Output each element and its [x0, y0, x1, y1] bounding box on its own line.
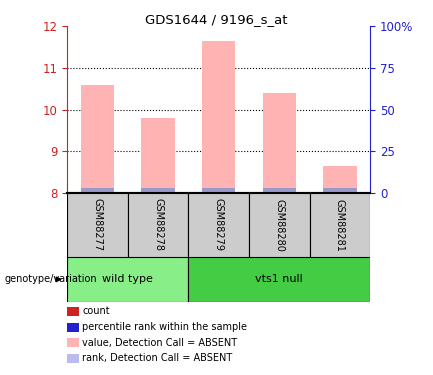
Bar — [67, 257, 188, 302]
Bar — [67, 193, 128, 257]
Bar — [310, 193, 370, 257]
Bar — [202, 188, 236, 193]
Text: GSM88278: GSM88278 — [153, 198, 163, 252]
Text: genotype/variation: genotype/variation — [4, 274, 97, 284]
Bar — [323, 188, 356, 193]
Bar — [202, 41, 236, 193]
Text: percentile rank within the sample: percentile rank within the sample — [82, 322, 247, 332]
Bar — [323, 166, 356, 193]
Bar — [128, 193, 188, 257]
Text: wild type: wild type — [102, 274, 153, 284]
Bar — [262, 93, 296, 193]
Bar — [188, 193, 249, 257]
Text: value, Detection Call = ABSENT: value, Detection Call = ABSENT — [82, 338, 237, 348]
Bar — [81, 188, 114, 193]
Text: rank, Detection Call = ABSENT: rank, Detection Call = ABSENT — [82, 354, 233, 363]
Text: GSM88277: GSM88277 — [92, 198, 103, 252]
Text: GSM88281: GSM88281 — [335, 199, 345, 251]
Bar — [249, 193, 310, 257]
Bar — [188, 257, 370, 302]
Text: GSM88279: GSM88279 — [213, 198, 224, 252]
Text: count: count — [82, 306, 110, 316]
Text: GDS1644 / 9196_s_at: GDS1644 / 9196_s_at — [145, 13, 288, 26]
Bar — [81, 85, 114, 193]
Text: GSM88280: GSM88280 — [274, 199, 284, 251]
Bar — [141, 188, 174, 193]
Text: vts1 null: vts1 null — [255, 274, 303, 284]
Bar — [141, 118, 174, 193]
Bar — [262, 188, 296, 193]
